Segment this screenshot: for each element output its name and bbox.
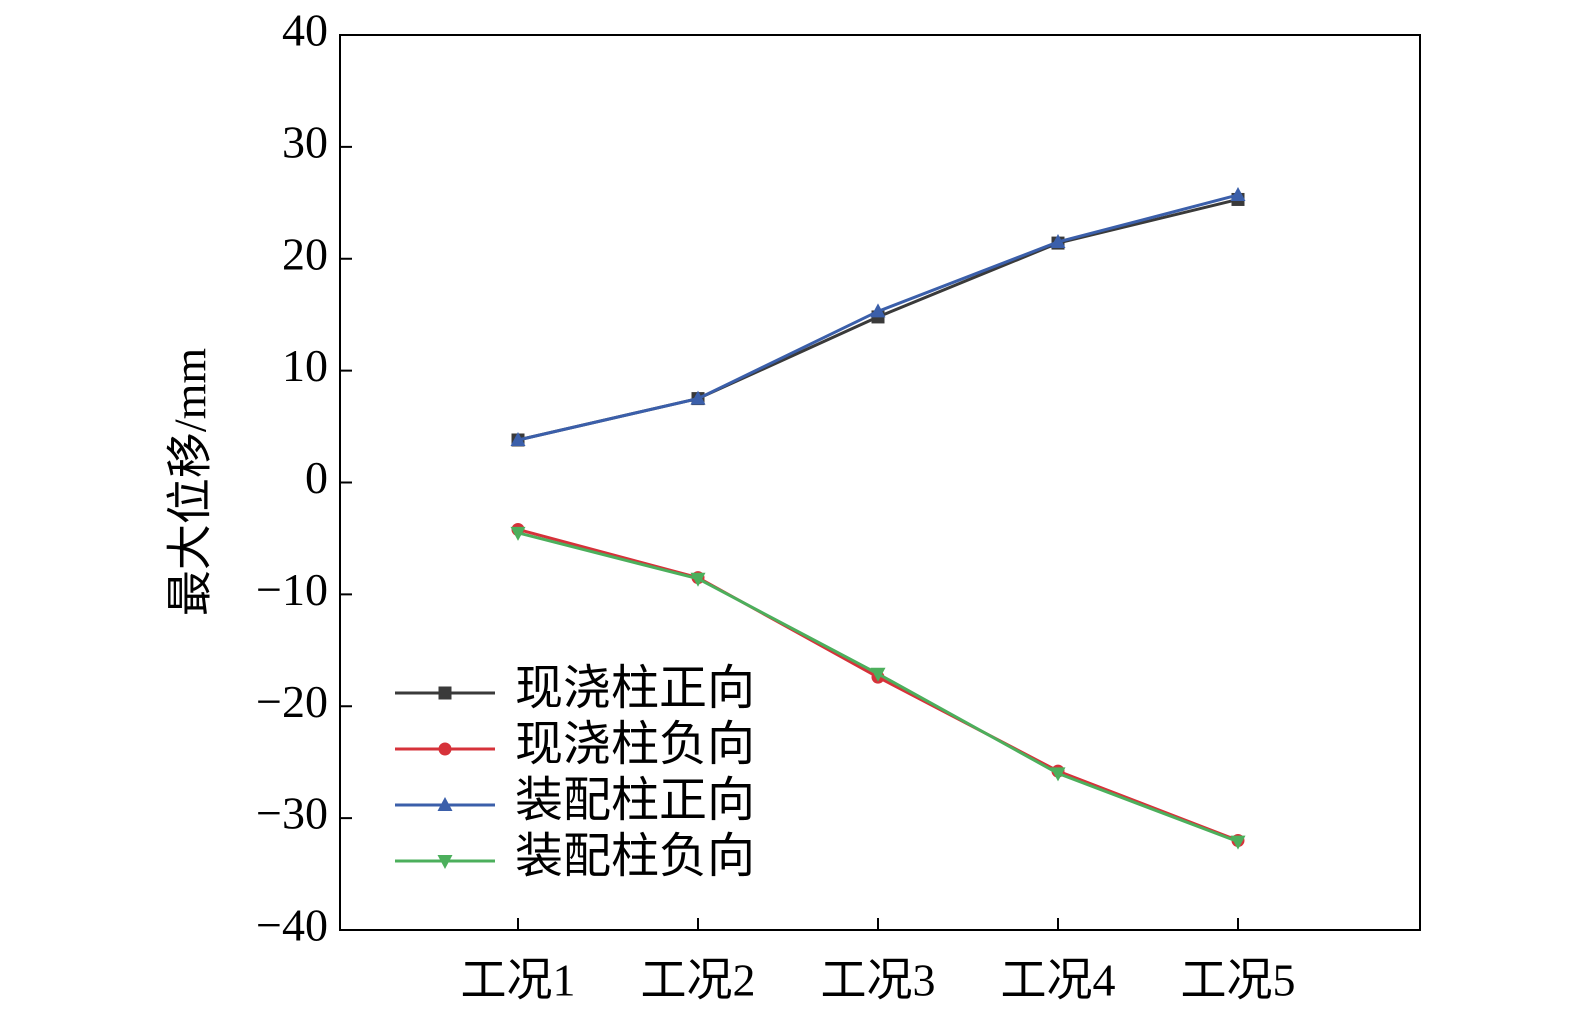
data-point [690, 572, 706, 587]
x-axis: 工况1 工况2 工况3 工况4 工况5 [461, 918, 1296, 1006]
y-tick-label: 10 [282, 340, 328, 391]
data-point [1230, 186, 1246, 201]
data-point [870, 303, 886, 318]
legend-item: 现浇柱负向 [395, 718, 755, 771]
x-tick-label: 工况2 [641, 955, 756, 1006]
y-tick-label: −10 [256, 564, 328, 615]
data-point [1050, 767, 1066, 782]
legend-marker [437, 797, 453, 811]
legend-label: 现浇柱负向 [515, 718, 755, 771]
legend-marker [438, 686, 452, 700]
data-point [1230, 835, 1246, 850]
data-point [1050, 233, 1066, 248]
y-tick-label: −20 [256, 676, 328, 727]
legend-marker [438, 742, 452, 756]
x-tick-label: 工况4 [1001, 955, 1116, 1006]
series-4 [510, 526, 1246, 850]
y-tick-label: −30 [256, 788, 328, 839]
y-tick-label: 0 [305, 452, 328, 503]
series-1 [511, 192, 1245, 447]
y-tick-label: 40 [282, 5, 328, 56]
legend-item: 现浇柱正向 [395, 662, 755, 715]
y-tick-label: 30 [282, 116, 328, 167]
plot-frame [339, 34, 1421, 931]
y-tick-label: −40 [256, 900, 328, 951]
legend-label: 装配柱正向 [515, 774, 755, 827]
legend-label: 装配柱负向 [515, 830, 755, 883]
data-point [870, 667, 886, 682]
y-axis: 40 30 20 10 0 −10 −20 −30 −40 [256, 5, 352, 951]
series-layer [510, 186, 1246, 850]
data-point [510, 431, 526, 446]
legend-item: 装配柱正向 [395, 774, 755, 827]
y-axis-title: 最大位移/mm [165, 348, 216, 617]
x-tick-label: 工况1 [461, 955, 576, 1006]
y-tick-label: 20 [282, 228, 328, 279]
x-tick-label: 工况5 [1181, 955, 1296, 1006]
data-point [510, 526, 526, 541]
data-point [690, 390, 706, 405]
legend-item: 装配柱负向 [395, 830, 755, 883]
legend-label: 现浇柱正向 [515, 662, 755, 715]
legend-marker [437, 855, 453, 869]
series-3 [510, 186, 1246, 446]
x-tick-label: 工况3 [821, 955, 936, 1006]
